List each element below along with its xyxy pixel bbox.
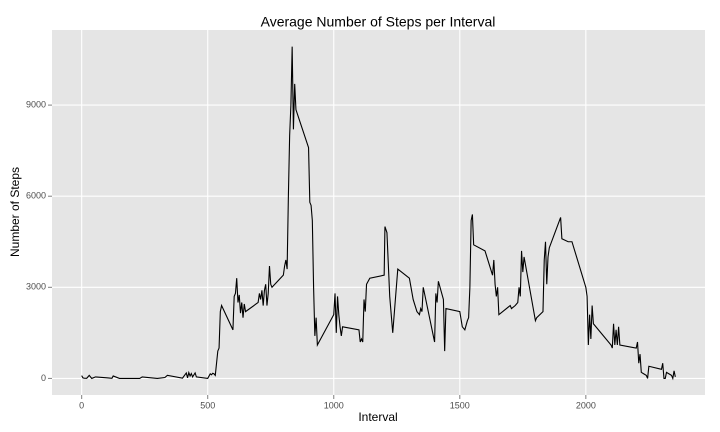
plot-panel: [52, 30, 705, 395]
x-tick-label: 1000: [324, 400, 344, 410]
y-tick-label: 3000: [26, 282, 46, 292]
data-line: [81, 46, 676, 381]
chart-title: Average Number of Steps per Interval: [261, 14, 496, 30]
y-tick-label: 0: [41, 373, 46, 383]
x-tick-label: 1500: [450, 400, 470, 410]
y-tick-label: 9000: [26, 99, 46, 109]
x-tick-label: 0: [79, 400, 84, 410]
x-axis-label: Interval: [358, 410, 397, 424]
y-axis-label: Number of Steps: [8, 167, 22, 257]
x-tick-label: 500: [200, 400, 215, 410]
y-tick-label: 6000: [26, 191, 46, 201]
x-tick-label: 2000: [576, 400, 596, 410]
